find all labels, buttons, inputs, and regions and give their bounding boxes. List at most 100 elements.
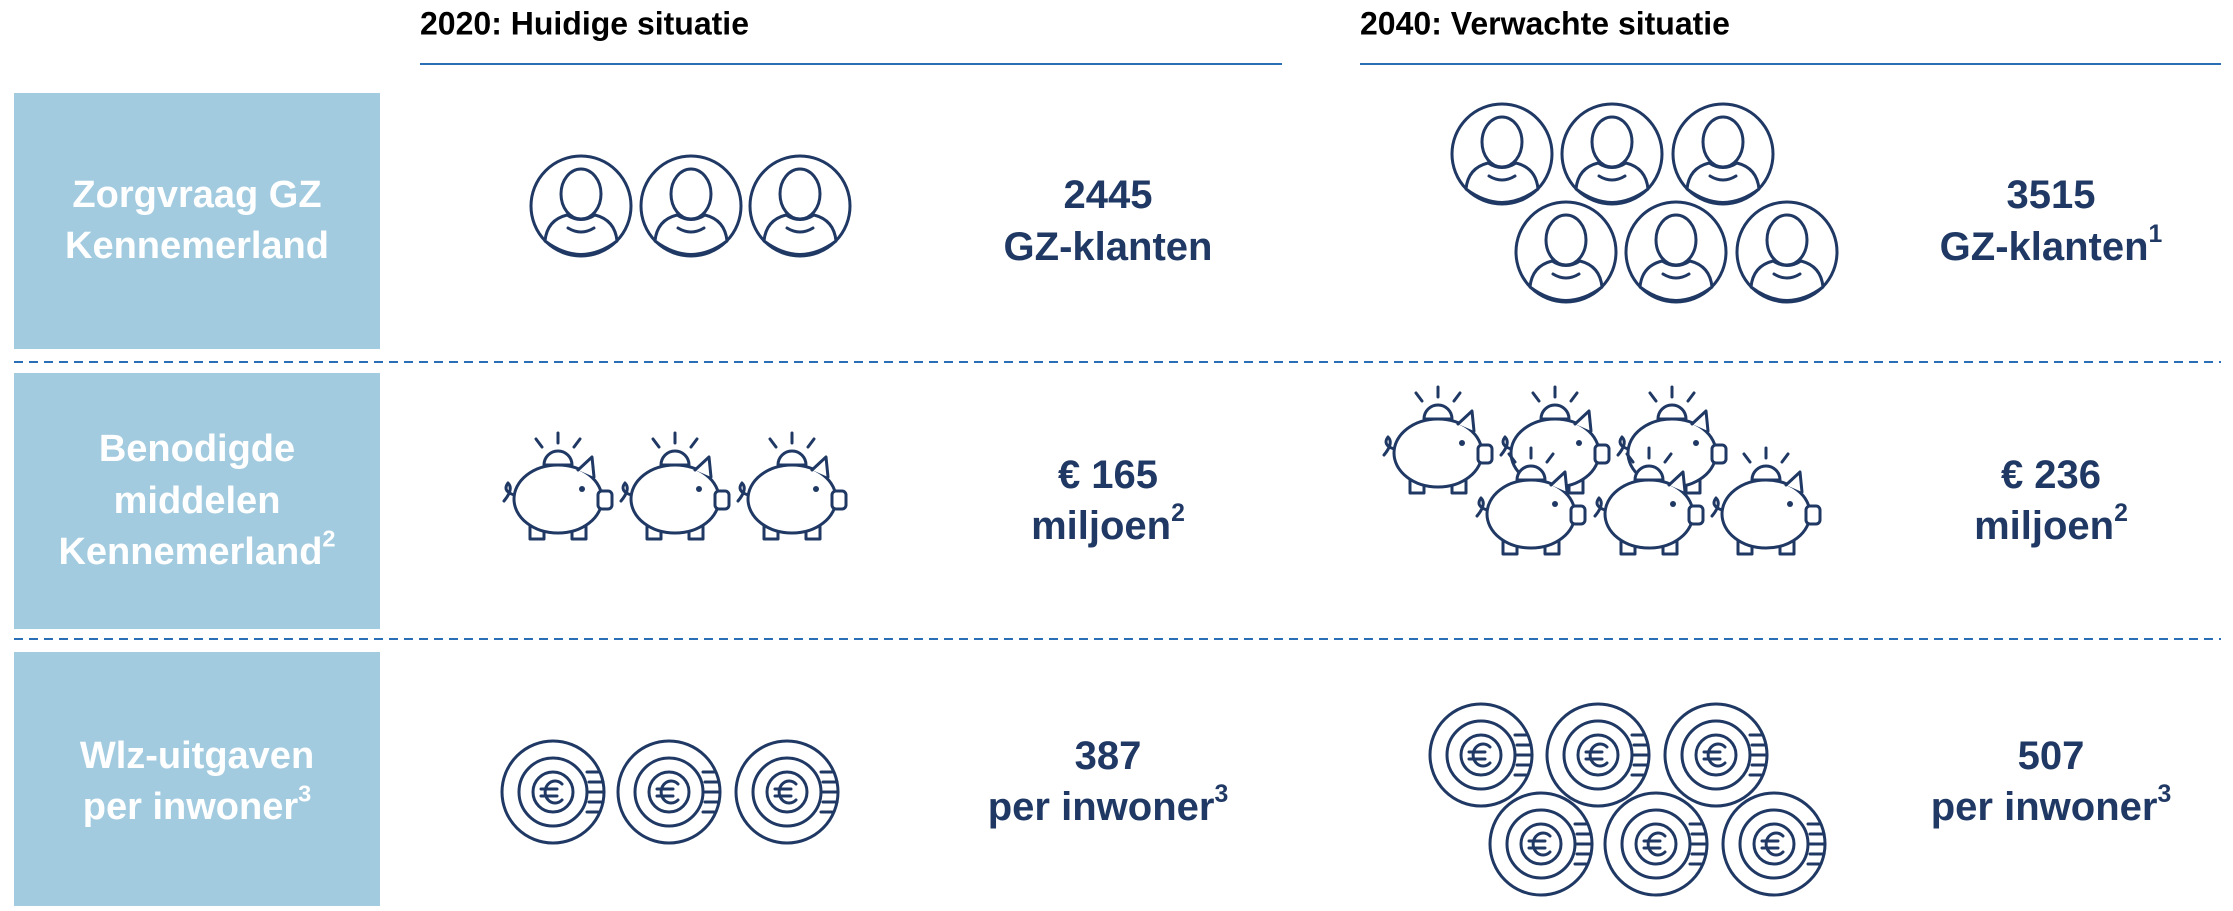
- head: [1544, 213, 1588, 267]
- cell-value: per inwoner3: [1931, 781, 2172, 829]
- row-label-line: Benodigde: [99, 428, 295, 470]
- body: [543, 213, 619, 256]
- tail: [1616, 435, 1630, 457]
- body: [1685, 161, 1761, 204]
- piggy-icon: [1475, 446, 1587, 556]
- ear: [576, 455, 596, 479]
- euro: [773, 779, 798, 805]
- cell-value-line: 387: [1075, 734, 1142, 778]
- eye: [1459, 440, 1465, 446]
- row-label: Wlz-uitgaven: [80, 735, 314, 777]
- head: [669, 167, 713, 221]
- body: [1749, 259, 1825, 302]
- footnote-mark: 2: [2114, 500, 2128, 527]
- stripes: [1573, 822, 1594, 866]
- stripes: [1630, 733, 1651, 777]
- piggy-icon: [736, 431, 848, 541]
- person-icon: [1624, 200, 1728, 304]
- head: [1590, 115, 1634, 169]
- cell-value-line: 3515: [2007, 173, 2096, 217]
- collar: [1708, 174, 1738, 182]
- coin: [1750, 464, 1782, 482]
- person-icon: [1560, 102, 1664, 206]
- coin-icon: [1721, 791, 1827, 897]
- row-label: Kennemerland2: [58, 526, 335, 573]
- tail: [1710, 496, 1724, 518]
- cell-value: GZ-klanten: [1004, 225, 1213, 269]
- cell-value-line: 2445: [1064, 173, 1153, 217]
- piggy-icon: [1593, 446, 1705, 556]
- cell-value: miljoen2: [1974, 500, 2128, 548]
- rays: [1625, 446, 1673, 464]
- collar: [1772, 272, 1802, 280]
- cell-value-line: € 236: [2001, 453, 2101, 497]
- piggy-icon: [1710, 446, 1822, 556]
- stripes: [701, 770, 722, 814]
- cell-value: 2445: [1064, 173, 1153, 217]
- snout: [1804, 504, 1822, 526]
- ear: [1784, 470, 1804, 494]
- person-icon: [1735, 200, 1839, 304]
- snout: [830, 489, 848, 511]
- head: [1480, 115, 1524, 169]
- euro: [1642, 831, 1667, 857]
- person-icon: [639, 154, 743, 258]
- cell-value-line: GZ-klanten: [1004, 225, 1213, 269]
- collar: [785, 226, 815, 234]
- ear: [810, 455, 830, 479]
- column-header: 2040: Verwachte situatie: [1360, 5, 1730, 41]
- eye: [1576, 440, 1582, 446]
- body: [746, 463, 838, 535]
- coin-icon: [1663, 702, 1769, 808]
- eye: [1787, 501, 1793, 507]
- euro: [1702, 742, 1727, 768]
- coin: [1515, 464, 1547, 482]
- tail: [502, 481, 516, 503]
- cell-value: miljoen2: [1031, 500, 1185, 548]
- cell-value: 387: [1075, 734, 1142, 778]
- coin: [1539, 403, 1571, 421]
- body: [653, 213, 729, 256]
- row-label-line: per inwoner: [83, 786, 299, 828]
- collar: [1551, 272, 1581, 280]
- footnote-mark: 1: [2149, 221, 2163, 248]
- piggy-icon: [619, 431, 731, 541]
- cell-value: € 165: [1058, 453, 1158, 497]
- ear: [1690, 409, 1710, 433]
- tail: [1475, 496, 1489, 518]
- body: [1638, 259, 1714, 302]
- ear: [1456, 409, 1476, 433]
- snout: [1710, 443, 1728, 465]
- coin-icon: [500, 739, 606, 845]
- rays: [651, 431, 699, 449]
- ear: [1667, 470, 1687, 494]
- collar: [1597, 174, 1627, 182]
- snout: [713, 489, 731, 511]
- collar: [676, 226, 706, 234]
- rays: [1742, 446, 1790, 464]
- row-label-line: Kennemerland: [58, 531, 322, 573]
- snout: [1687, 504, 1705, 526]
- eye: [579, 486, 585, 492]
- euro: [1467, 742, 1492, 768]
- coin-icon: [616, 739, 722, 845]
- body: [762, 213, 838, 256]
- coin-icon: [1545, 702, 1651, 808]
- cell-value-line: miljoen: [1031, 504, 1171, 548]
- row-label-cell: [14, 652, 380, 906]
- icons: [500, 102, 1839, 897]
- rays: [1507, 446, 1555, 464]
- body: [1603, 478, 1695, 550]
- tail: [1382, 435, 1396, 457]
- eye: [696, 486, 702, 492]
- row-label-line: Wlz-uitgaven: [80, 735, 314, 777]
- person-icon: [1450, 102, 1554, 206]
- rays: [534, 431, 582, 449]
- piggy-icon: [502, 431, 614, 541]
- body: [1485, 478, 1577, 550]
- head: [778, 167, 822, 221]
- eye: [1670, 501, 1676, 507]
- rays: [1414, 385, 1462, 403]
- tail: [1593, 496, 1607, 518]
